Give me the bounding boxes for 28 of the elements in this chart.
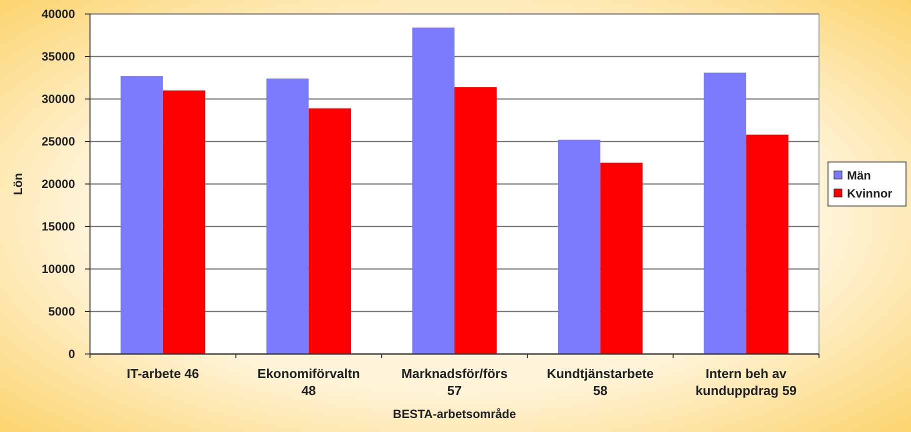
y-tick-label: 15000	[42, 219, 76, 234]
y-tick-label: 40000	[42, 6, 76, 21]
x-tick-label: Ekonomiförvaltn 48	[257, 366, 360, 398]
x-tick-label: Intern beh av kunduppdrag 59	[696, 366, 797, 398]
bar	[558, 140, 600, 354]
bar	[704, 72, 746, 354]
bar	[266, 78, 309, 354]
y-tick-label: 5000	[48, 304, 76, 318]
x-tick-label: Marknadsför/förs 57	[401, 366, 508, 398]
y-tick-label: 35000	[42, 49, 76, 64]
bar	[308, 108, 351, 354]
bar	[746, 134, 788, 354]
y-tick-label: 0	[68, 346, 76, 361]
y-tick-label: 30000	[42, 92, 76, 106]
x-tick-label: Kundtjänstarbete 58	[546, 366, 654, 398]
x-tick-label: IT-arbete 46	[126, 366, 200, 381]
legend-label: Män	[847, 168, 871, 182]
y-tick-label: 20000	[42, 176, 76, 191]
bar	[412, 28, 454, 354]
bar	[162, 90, 206, 354]
x-axis-title: BESTA-arbetsområde	[392, 407, 516, 421]
y-tick-label: 10000	[42, 262, 76, 276]
y-axis-title: Lön	[11, 173, 25, 195]
bar	[454, 87, 497, 354]
bar	[120, 76, 163, 354]
legend-label: Kvinnor	[847, 186, 893, 200]
y-tick-label: 25000	[42, 134, 76, 148]
bar	[600, 162, 643, 354]
